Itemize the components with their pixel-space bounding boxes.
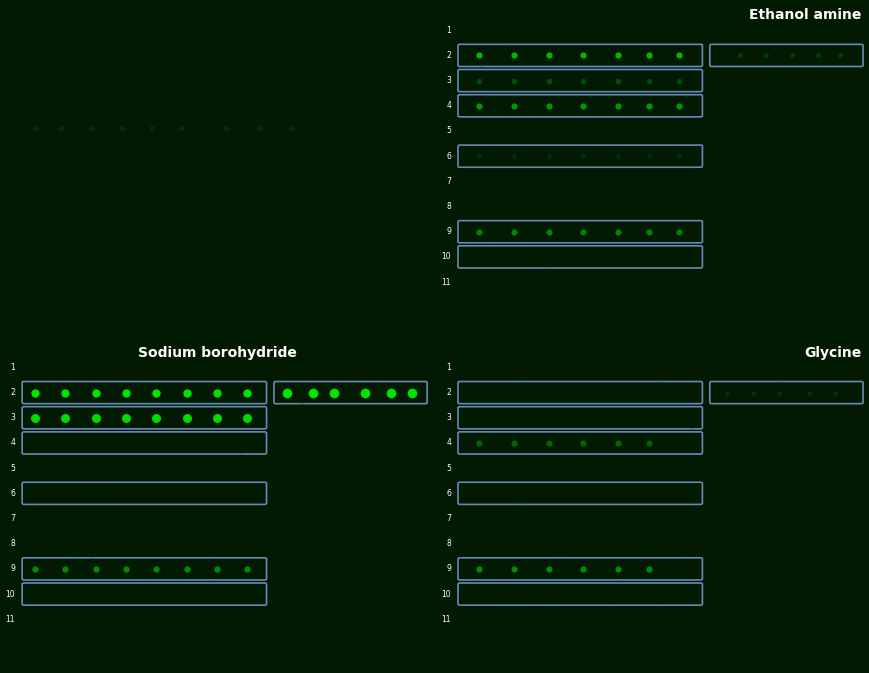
Text: 4: 4 bbox=[446, 438, 450, 448]
Text: 8: 8 bbox=[10, 539, 15, 548]
Text: 10: 10 bbox=[441, 252, 450, 261]
Text: 8: 8 bbox=[446, 202, 450, 211]
Text: 11: 11 bbox=[441, 614, 450, 624]
Text: 7: 7 bbox=[446, 514, 450, 523]
Text: 10: 10 bbox=[441, 590, 450, 598]
Text: 5: 5 bbox=[446, 464, 450, 472]
Text: 4: 4 bbox=[446, 101, 450, 110]
Text: Sodium borohydride: Sodium borohydride bbox=[137, 345, 296, 359]
Text: Glycine: Glycine bbox=[803, 345, 860, 359]
Text: 1: 1 bbox=[446, 26, 450, 35]
Text: 3: 3 bbox=[446, 76, 450, 85]
Text: 5: 5 bbox=[446, 127, 450, 135]
Text: 8: 8 bbox=[446, 539, 450, 548]
Text: Ethanol amine: Ethanol amine bbox=[748, 8, 860, 22]
Text: 6: 6 bbox=[446, 489, 450, 498]
Text: 6: 6 bbox=[446, 151, 450, 161]
Text: 9: 9 bbox=[446, 227, 450, 236]
Text: 1: 1 bbox=[10, 363, 15, 372]
Text: 11: 11 bbox=[441, 277, 450, 287]
Text: 1: 1 bbox=[446, 363, 450, 372]
Text: 7: 7 bbox=[446, 177, 450, 186]
Text: 6: 6 bbox=[10, 489, 15, 498]
Text: 11: 11 bbox=[6, 614, 15, 624]
Text: 2: 2 bbox=[446, 51, 450, 60]
Text: 5: 5 bbox=[10, 464, 15, 472]
Text: 3: 3 bbox=[10, 413, 15, 422]
Text: 2: 2 bbox=[10, 388, 15, 397]
Text: 9: 9 bbox=[446, 565, 450, 573]
Text: 9: 9 bbox=[10, 565, 15, 573]
Text: 2: 2 bbox=[446, 388, 450, 397]
Text: 7: 7 bbox=[10, 514, 15, 523]
Text: 10: 10 bbox=[5, 590, 15, 598]
Text: 3: 3 bbox=[446, 413, 450, 422]
Text: 4: 4 bbox=[10, 438, 15, 448]
